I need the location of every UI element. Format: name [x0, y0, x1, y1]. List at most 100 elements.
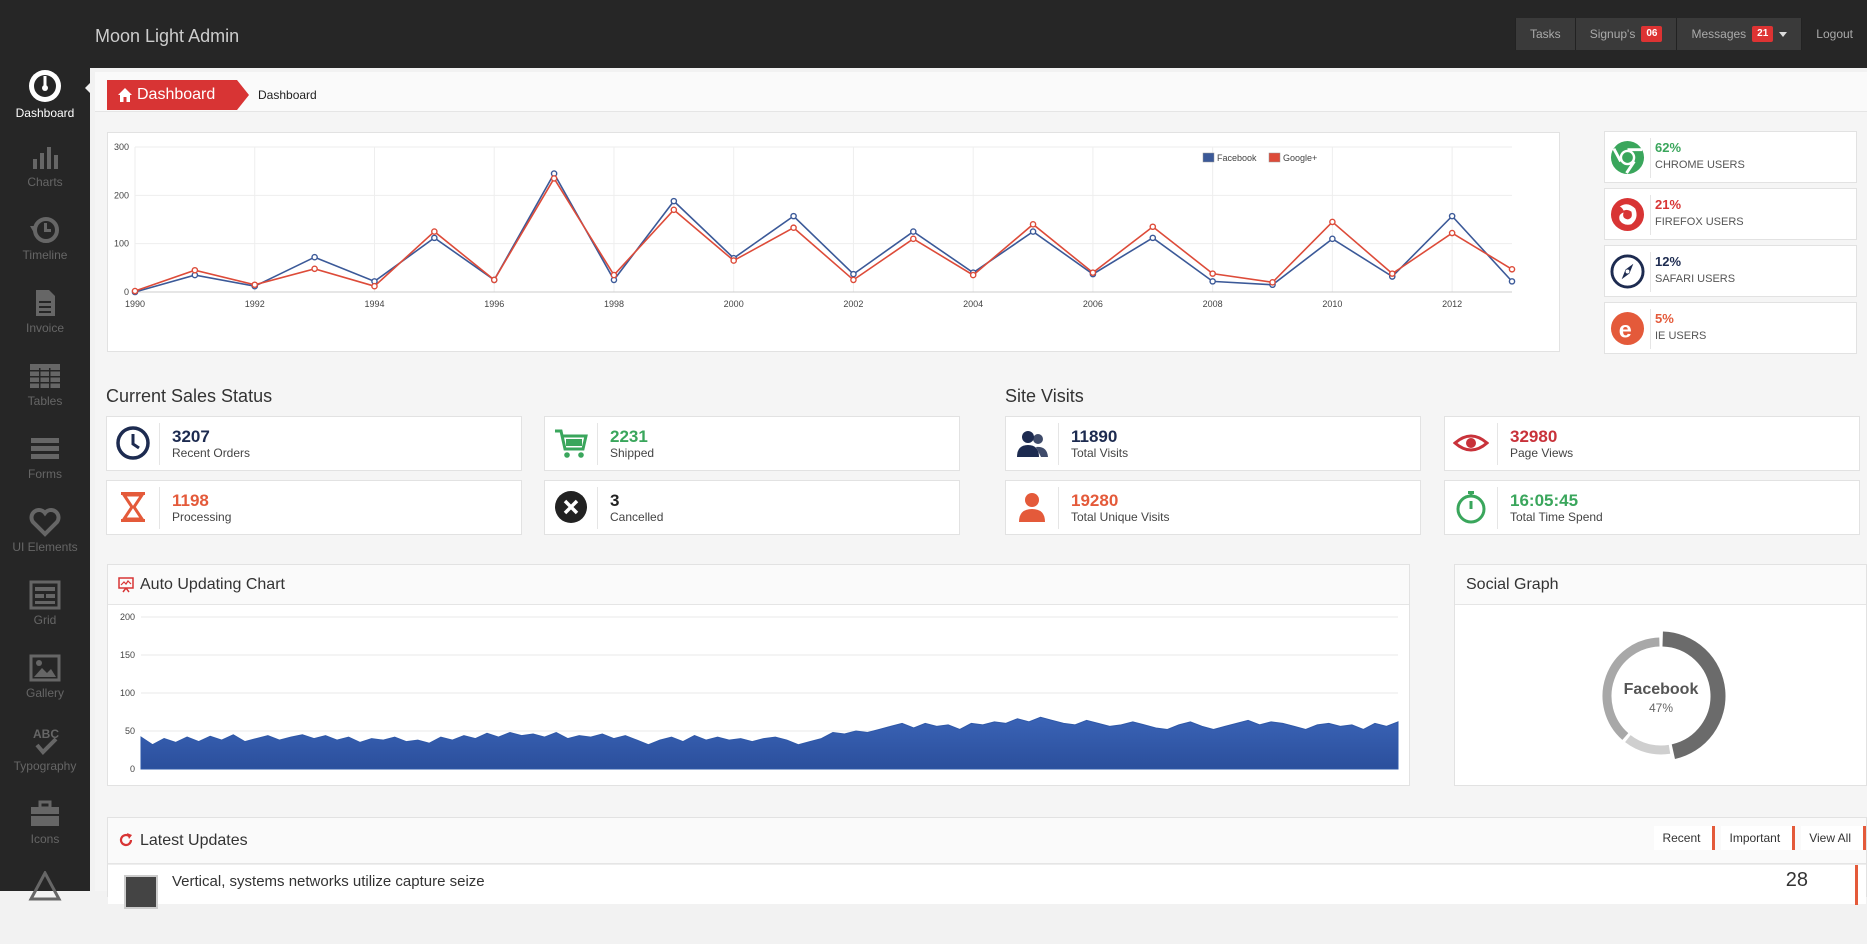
messages-button[interactable]: Messages 21 [1676, 18, 1802, 50]
ie-icon: e [1610, 311, 1645, 346]
shipped-label: Shipped [610, 446, 655, 460]
sidebar-item-icons[interactable]: Icons [0, 798, 90, 871]
image-icon [29, 654, 61, 682]
safari-label: SAFARI USERS [1655, 273, 1736, 285]
home-icon [118, 88, 132, 102]
x-tick-label: 2000 [724, 299, 744, 309]
data-point [1209, 278, 1216, 285]
data-point [910, 228, 917, 235]
ie-label: IE USERS [1655, 330, 1707, 342]
heart-icon [29, 508, 61, 537]
sidebar-item-label: Timeline [22, 248, 68, 262]
page-views-value: 32980 [1510, 427, 1558, 446]
update-text: Vertical, systems networks utilize captu… [172, 873, 485, 890]
users-icon [1017, 431, 1048, 457]
y-tick-label: 200 [120, 612, 135, 622]
tab-important[interactable]: Important [1721, 826, 1796, 850]
signups-label: Signup's [1589, 27, 1636, 41]
donut-slice [1625, 734, 1671, 755]
firefox-icon [1610, 197, 1645, 232]
stopwatch-icon [1456, 491, 1486, 524]
sidebar-item-more[interactable] [0, 871, 90, 944]
sidebar-item-timeline[interactable]: Timeline [0, 214, 90, 287]
messages-label: Messages [1691, 27, 1747, 41]
total-visits-value: 11890 [1071, 427, 1118, 446]
safari-percent: 12% [1655, 254, 1682, 269]
tasks-button[interactable]: Tasks [1515, 18, 1575, 50]
panel-header: Auto Updating Chart [108, 565, 1409, 605]
recent-orders-card: 3207 Recent Orders [106, 416, 522, 471]
data-point [1089, 269, 1097, 276]
data-point [790, 224, 797, 232]
chrome-percent: 62% [1655, 140, 1682, 155]
breadcrumb: Dashboard Dashboard [95, 72, 1867, 112]
sidebar-item-gallery[interactable]: Gallery [0, 652, 90, 725]
update-accent-bar [1855, 865, 1858, 905]
tab-recent[interactable]: Recent [1654, 826, 1716, 850]
cancelled-label: Cancelled [610, 510, 664, 524]
time-spend-label: Total Time Spend [1510, 510, 1603, 524]
x-tick-label: 2002 [843, 299, 863, 309]
donut-center-value: 47% [1649, 701, 1673, 715]
data-point [1508, 265, 1516, 273]
sidebar-item-ui-elements[interactable]: UI Elements [0, 506, 90, 579]
breadcrumb-current[interactable]: Dashboard [258, 88, 317, 102]
clock-icon [116, 426, 150, 460]
donut-chart-svg: Facebook 47% [1602, 631, 1726, 759]
recent-orders-label: Recent Orders [172, 446, 251, 460]
data-point [131, 287, 139, 295]
series-line [134, 176, 1513, 292]
sidebar-item-label: Typography [13, 759, 77, 773]
sidebar-item-typography[interactable]: ABC Typography [0, 725, 90, 798]
data-point [311, 265, 318, 273]
sidebar-item-grid[interactable]: Grid [0, 579, 90, 652]
sidebar-item-dashboard[interactable]: Dashboard [0, 68, 94, 141]
x-tick-label: 2004 [963, 299, 983, 309]
sidebar-item-label: UI Elements [12, 540, 78, 554]
signups-button[interactable]: Signup's 06 [1574, 18, 1677, 50]
y-tick-label: 0 [124, 287, 129, 297]
x-tick-label: 1992 [245, 299, 265, 309]
user-icon [1019, 493, 1045, 522]
tab-view-all[interactable]: View All [1801, 826, 1866, 850]
sidebar-item-invoice[interactable]: Invoice [0, 287, 90, 360]
processing-card: 1198 Processing [106, 480, 522, 535]
area-chart-svg: 0 50 100 150 200 [120, 612, 1399, 774]
data-point [850, 270, 857, 278]
recent-orders-value: 3207 [172, 427, 210, 446]
sidebar-item-forms[interactable]: Forms [0, 433, 90, 506]
unique-visits-label: Total Unique Visits [1071, 510, 1170, 524]
y-tick-label: 0 [130, 764, 135, 774]
unique-visits-value: 19280 [1071, 491, 1119, 510]
sidebar-item-label: Invoice [25, 321, 65, 335]
latest-updates-panel: Latest Updates Recent Important View All… [107, 817, 1867, 909]
donut-slice [1662, 631, 1726, 759]
data-point [371, 282, 378, 290]
divider [597, 487, 598, 529]
data-point [251, 281, 259, 289]
shipped-card: 2231 Shipped [544, 416, 960, 471]
divider [159, 423, 160, 465]
sidebar-item-tables[interactable]: Tables [0, 360, 90, 433]
data-point [850, 276, 857, 284]
x-tick-label: 1998 [604, 299, 624, 309]
area-series [140, 716, 1399, 770]
sidebar-item-label: Tables [27, 394, 63, 408]
data-point [1448, 212, 1456, 220]
firefox-label: FIREFOX USERS [1655, 216, 1744, 228]
y-tick-label: 100 [114, 239, 129, 249]
breadcrumb-dashboard[interactable]: Dashboard [107, 80, 249, 110]
document-icon [36, 290, 55, 316]
data-point [1029, 221, 1037, 228]
y-tick-label: 100 [120, 688, 135, 698]
page-views-label: Page Views [1510, 446, 1574, 460]
app-title[interactable]: Moon Light Admin [95, 26, 240, 46]
form-lines-icon [31, 438, 59, 459]
data-point [670, 197, 678, 205]
logout-button[interactable]: Logout [1801, 18, 1867, 50]
history-icon [30, 217, 59, 243]
data-point [1209, 270, 1216, 277]
sidebar-item-charts[interactable]: Charts [0, 141, 90, 214]
cancelled-value: 3 [610, 491, 620, 510]
list-item[interactable]: Vertical, systems networks utilize captu… [108, 864, 1866, 909]
